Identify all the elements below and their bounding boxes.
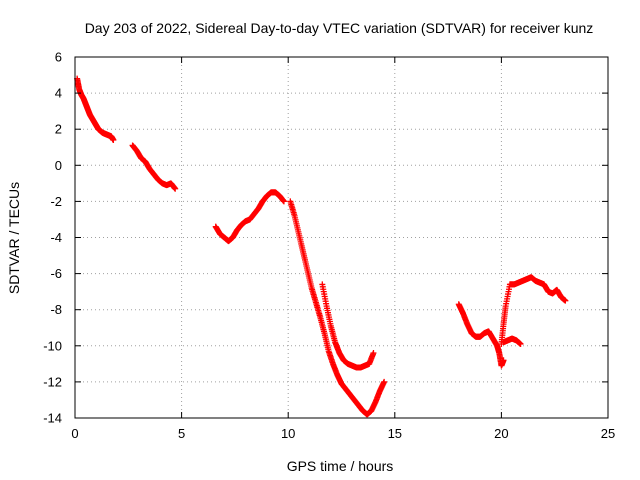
y-tick-label: -8 [50, 302, 62, 317]
y-tick-label: -6 [50, 266, 62, 281]
y-tick-label: 6 [55, 50, 62, 65]
data-point [370, 350, 377, 357]
y-tick-label: -14 [43, 411, 62, 426]
axis-ticks: 0 5 10 15 20 25 -14 -12 -10 -8 -6 -4 -2 0 2 4 6 [43, 50, 615, 442]
y-tick-label: 4 [55, 86, 62, 101]
data-point [500, 357, 507, 364]
y-axis-label: SDTVAR / TECUs [6, 182, 22, 294]
x-tick-label: 10 [281, 426, 295, 441]
x-tick-label: 25 [601, 426, 615, 441]
data-point [280, 198, 287, 205]
series-arc-1 [74, 75, 117, 144]
x-tick-label: 20 [494, 426, 508, 441]
series-arc-3 [212, 189, 287, 245]
data-point [381, 378, 388, 385]
data-point [172, 185, 179, 192]
y-tick-label: -4 [50, 230, 62, 245]
y-tick-label: -2 [50, 194, 62, 209]
y-tick-label: 0 [55, 158, 62, 173]
x-tick-label: 5 [178, 426, 185, 441]
data-series [74, 75, 569, 418]
series-arc-6 [455, 301, 507, 369]
y-tick-label: -10 [43, 338, 62, 353]
series-arc-7 [498, 274, 569, 347]
series-arc-2 [129, 142, 179, 192]
x-tick-label: 15 [388, 426, 402, 441]
data-point [110, 137, 117, 144]
chart-title: Day 203 of 2022, Sidereal Day-to-day VTE… [85, 20, 594, 36]
x-tick-label: 0 [71, 426, 78, 441]
data-point [562, 297, 569, 304]
data-point [517, 340, 524, 347]
grid [75, 57, 608, 418]
plot-frame [74, 56, 609, 419]
series-arc-4 [287, 198, 388, 418]
series-arc-5 [319, 281, 377, 371]
y-tick-label: -12 [43, 374, 62, 389]
x-axis-label: GPS time / hours [287, 458, 394, 474]
y-tick-label: 2 [55, 122, 62, 137]
series-arc-8 [500, 335, 524, 347]
